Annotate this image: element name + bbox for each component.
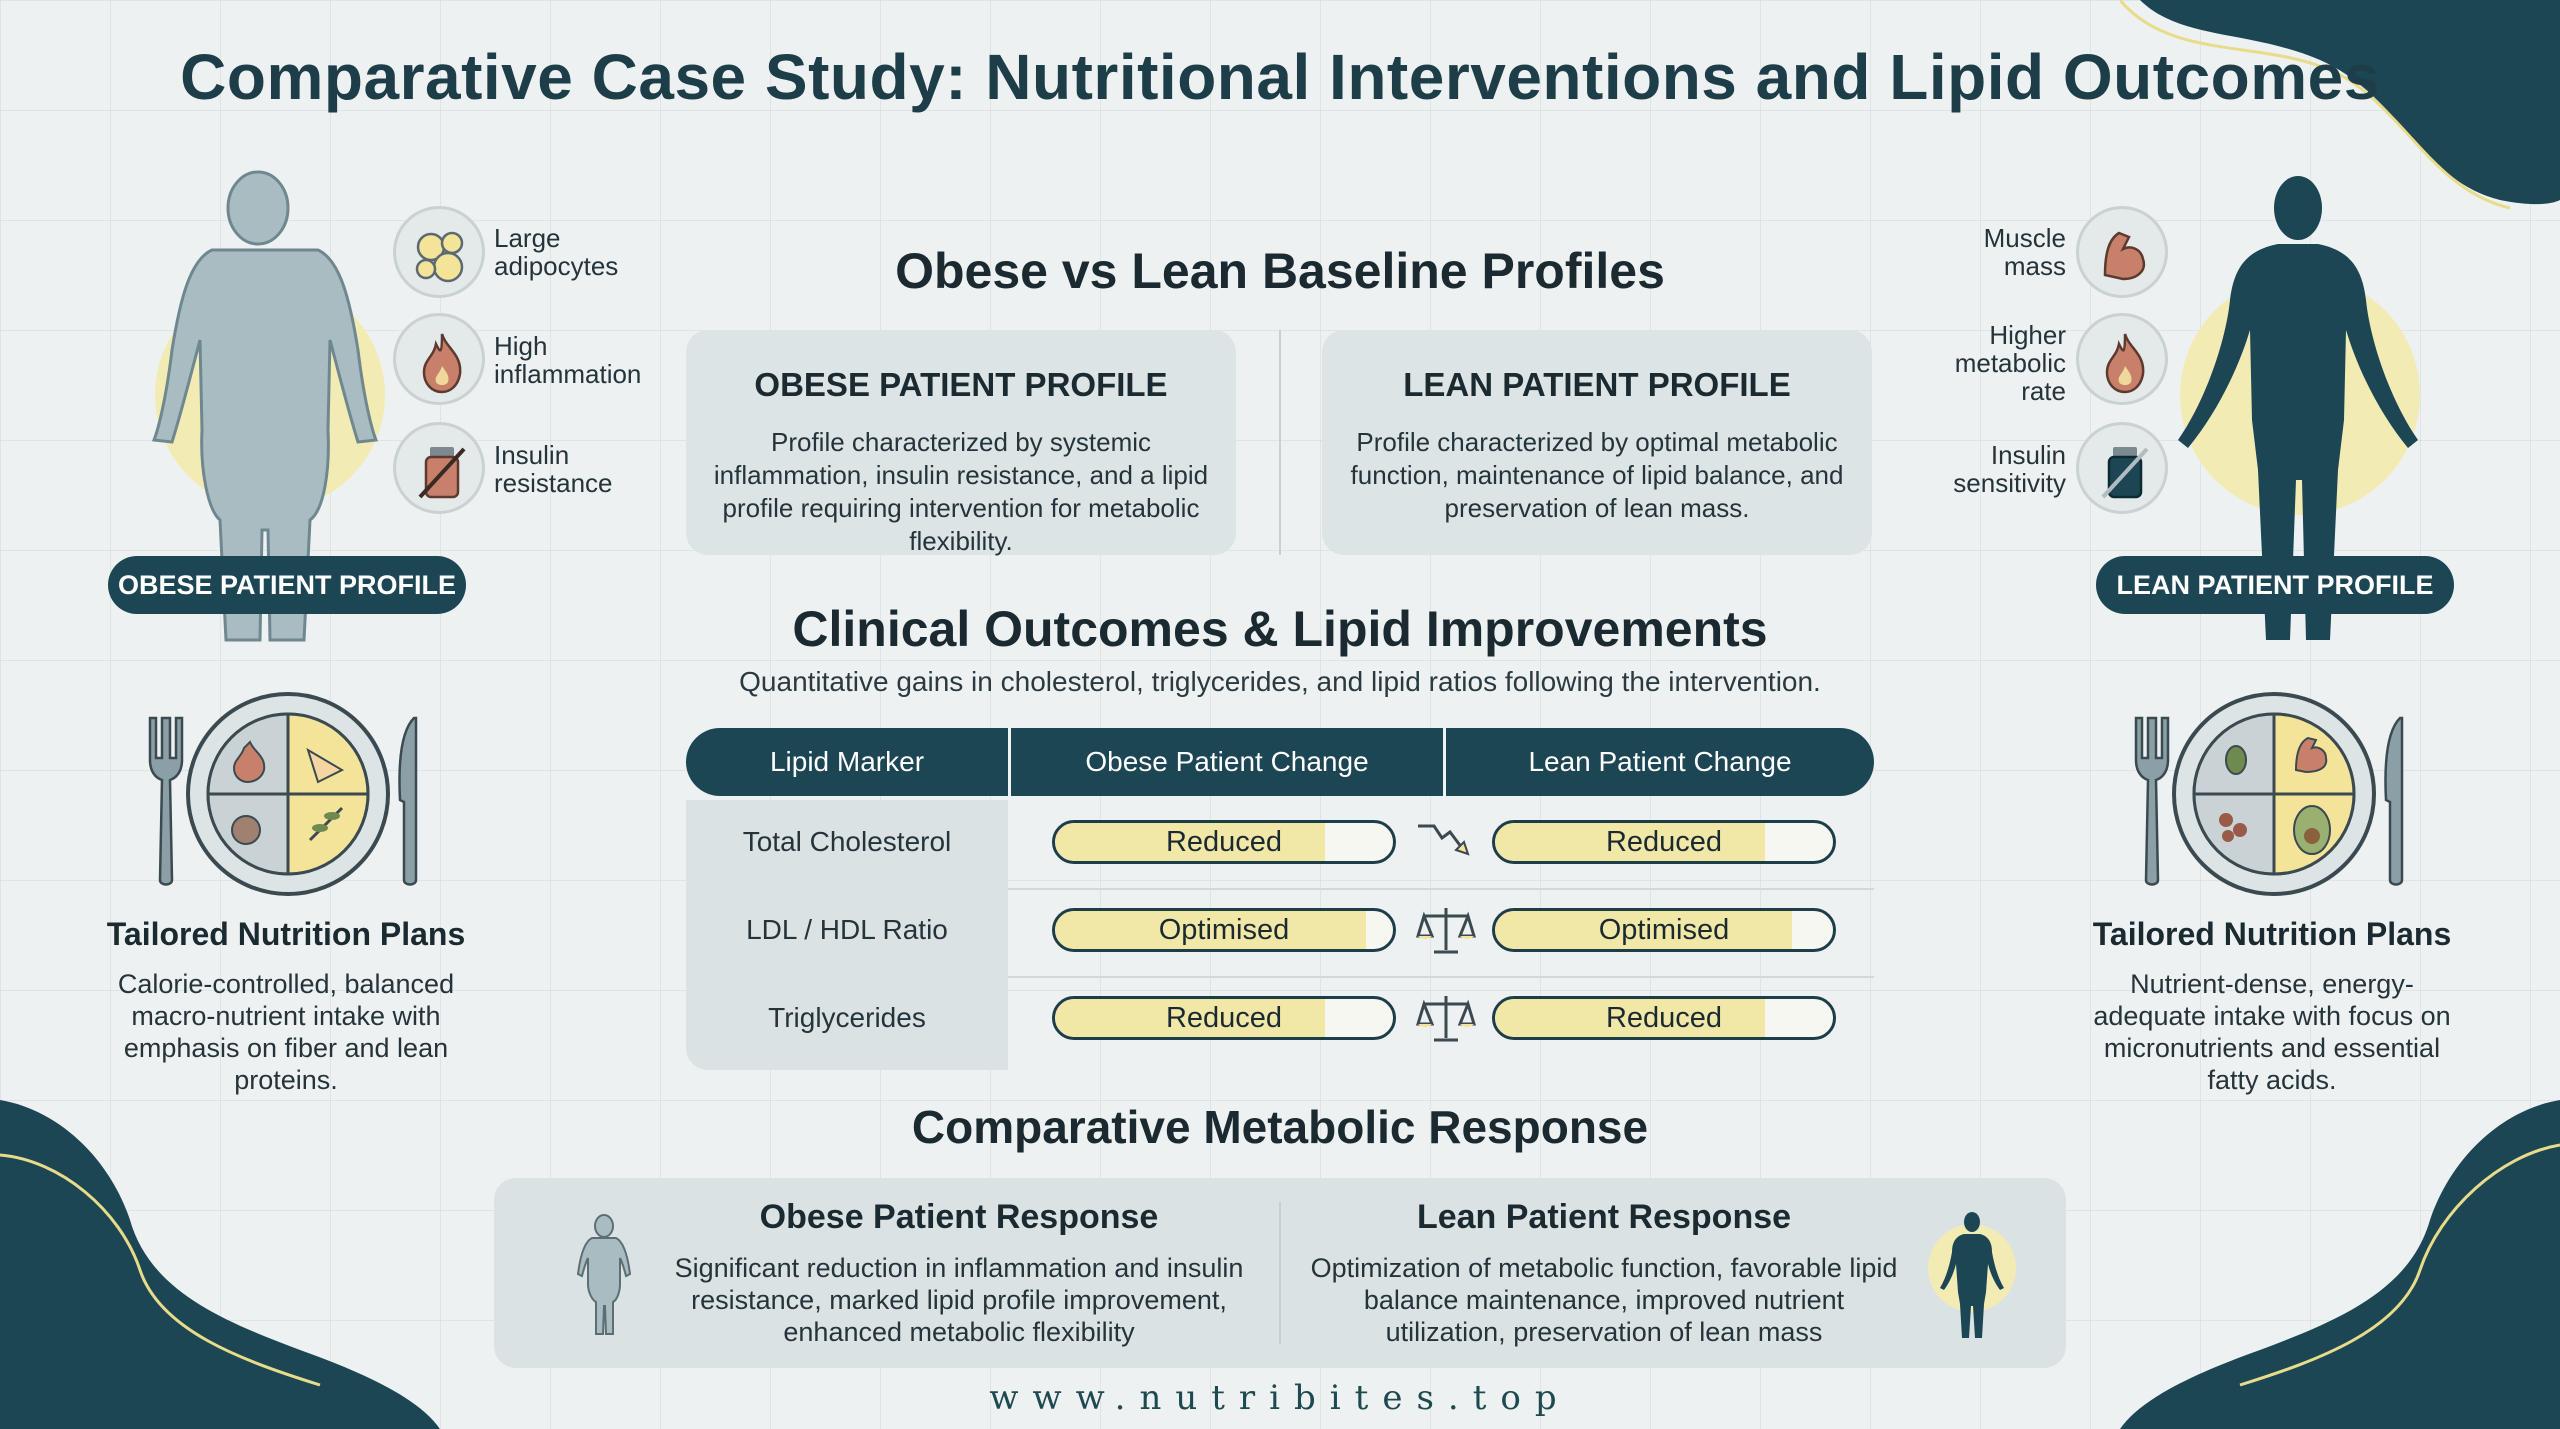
corner-decoration-bottom-right <box>2120 1100 2560 1429</box>
obese-change-fill <box>1055 823 1326 861</box>
response-panel: Obese Patient Response Significant reduc… <box>494 1178 2066 1368</box>
column-header-lipid-marker: Lipid Marker <box>769 746 925 777</box>
obese-nutrition-title: Tailored Nutrition Plans <box>106 916 466 952</box>
lean-change-fill <box>1495 911 1793 949</box>
lean-change-bar: Optimised <box>1492 908 1836 952</box>
obese-nutrition-text: Calorie-controlled, balanced macro-nutri… <box>117 969 455 1095</box>
obese-change-bar: Optimised <box>1052 908 1396 952</box>
lean-change-label: Reduced <box>1605 826 1723 858</box>
obese-change-label: Reduced <box>1165 826 1283 858</box>
lean-change-bar: Reduced <box>1492 820 1836 864</box>
obese-change-fill <box>1055 999 1326 1037</box>
trait-label-higher-metabolic-rate: Higher metabolic rate <box>1954 320 2066 406</box>
marker-column-background <box>686 800 1008 1070</box>
adipocytes-icon <box>393 206 485 298</box>
lean-figure-icon <box>2178 176 2420 640</box>
obese-nutrition-plate-icon <box>148 692 418 896</box>
muscle-icon <box>2076 206 2168 298</box>
row-label-total-cholesterol: Total Cholesterol <box>742 826 952 857</box>
footer-website[interactable]: www.nutribites.top <box>989 1378 1571 1418</box>
obese-change-fill <box>1055 911 1366 949</box>
lean-profile-card: LEAN PATIENT PROFILE Profile characteriz… <box>1322 330 1872 555</box>
lean-nutrition-title: Tailored Nutrition Plans <box>2092 916 2452 952</box>
row-divider <box>1008 976 1874 978</box>
response-heading: Comparative Metabolic Response <box>911 1101 1649 1153</box>
outcomes-subtitle: Quantitative gains in cholesterol, trigl… <box>739 666 1821 697</box>
trait-label-high-inflammation: High inflammation <box>494 331 642 389</box>
obese-change-bar: Reduced <box>1052 820 1396 864</box>
lean-nutrition-plate-icon <box>2134 692 2404 896</box>
insulin-blocked-icon <box>393 422 485 514</box>
lean-change-fill <box>1495 823 1766 861</box>
lean-change-fill <box>1495 999 1766 1037</box>
obese-change-label: Reduced <box>1165 1002 1283 1034</box>
balance-scale-icon <box>1416 908 1476 954</box>
baseline-heading: Obese vs Lean Baseline Profiles <box>895 243 1665 299</box>
obese-response-text: Significant reduction in inflammation an… <box>674 1253 1244 1347</box>
trait-label-large-adipocytes: Large adipocytes <box>494 223 619 281</box>
obese-profile-text: Profile characterized by systemic inflam… <box>713 427 1209 556</box>
lean-figure-small-icon <box>1928 1212 2016 1338</box>
lean-nutrition-text: Nutrient-dense, energy-adequate intake w… <box>2093 969 2451 1095</box>
response-divider <box>1279 1202 1281 1344</box>
insulin-icon <box>2076 422 2168 514</box>
obese-figure-icon <box>151 170 385 642</box>
column-header-obese-change: Obese Patient Change <box>1085 746 1369 777</box>
row-label-triglycerides: Triglycerides <box>768 1002 926 1033</box>
lean-change-label: Reduced <box>1605 1002 1723 1034</box>
table-header: Lipid Marker Obese Patient Change Lean P… <box>686 728 1874 796</box>
baseline-divider <box>1279 330 1281 555</box>
obese-change-bar: Reduced <box>1052 996 1396 1040</box>
lean-profile-text: Profile characterized by optimal metabol… <box>1350 427 1844 523</box>
corner-decoration-bottom-left <box>0 1100 440 1429</box>
corner-decoration-top-right <box>2120 0 2560 210</box>
obese-figure-small-icon <box>576 1214 632 1335</box>
header-separator <box>1443 728 1446 796</box>
lipid-outcomes-table: Lipid Marker Obese Patient Change Lean P… <box>686 728 1874 1070</box>
lean-profile-pill: LEAN PATIENT PROFILE <box>2096 556 2454 614</box>
obese-profile-pill: OBESE PATIENT PROFILE <box>108 556 466 614</box>
flame-icon-right <box>2076 313 2168 405</box>
column-header-lean-change: Lean Patient Change <box>1528 746 1792 777</box>
lean-response-title: Lean Patient Response <box>1416 1198 1792 1236</box>
balance-scale-icon <box>1416 996 1476 1042</box>
trait-label-insulin-resistance: Insulin resistance <box>494 440 613 498</box>
trait-label-insulin-sensitivity: Insulin sensitivity <box>1953 440 2066 498</box>
flame-icon <box>393 313 485 405</box>
outcomes-heading: Clinical Outcomes & Lipid Improvements <box>792 601 1768 657</box>
trait-label-muscle-mass: Muscle mass <box>1983 223 2066 281</box>
lean-change-label: Optimised <box>1598 914 1730 946</box>
trend-down-icon <box>1418 824 1470 856</box>
obese-change-label: Optimised <box>1158 914 1290 946</box>
lean-response-text: Optimization of metabolic function, favo… <box>1310 1253 1898 1347</box>
row-label-ldl-hdl-ratio: LDL / HDL Ratio <box>746 914 948 945</box>
obese-response-title: Obese Patient Response <box>759 1198 1159 1236</box>
lean-change-bar: Reduced <box>1492 996 1836 1040</box>
obese-profile-card: OBESE PATIENT PROFILE Profile characteri… <box>686 330 1236 556</box>
lean-profile-title: LEAN PATIENT PROFILE <box>1403 366 1791 403</box>
page-title: Comparative Case Study: Nutritional Inte… <box>180 41 2380 113</box>
obese-profile-title: OBESE PATIENT PROFILE <box>754 366 1168 403</box>
row-divider <box>1008 888 1874 890</box>
header-separator <box>1008 728 1011 796</box>
